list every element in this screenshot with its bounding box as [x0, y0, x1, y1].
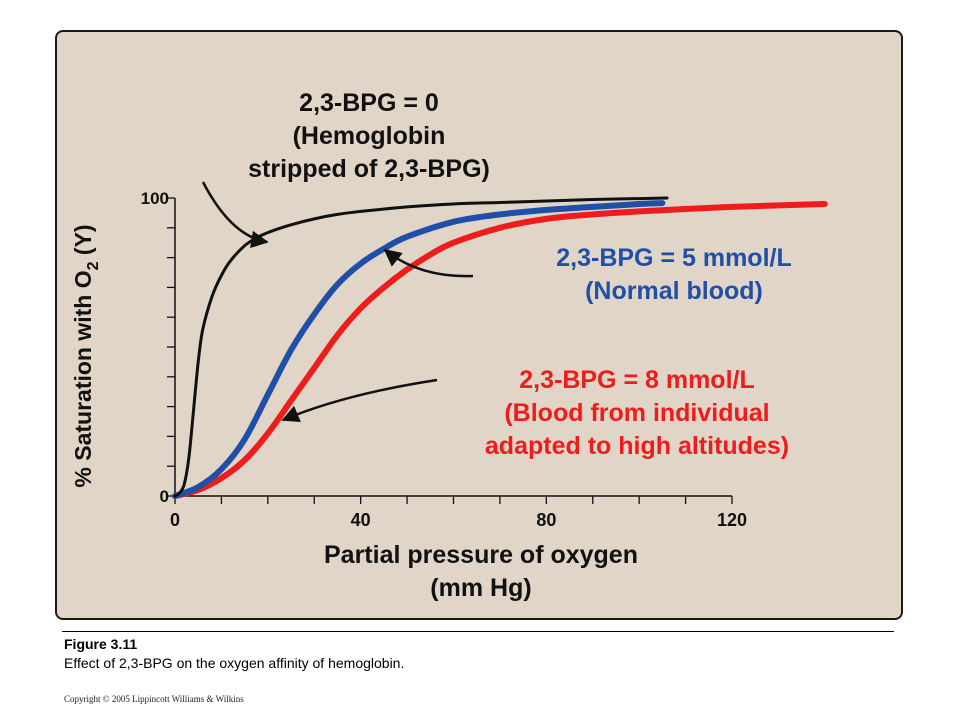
y-axis-title-tail: (Y): [70, 224, 96, 261]
annotation-bpg-8-line: adapted to high altitudes): [485, 432, 789, 460]
arrow-bpg-5: [383, 248, 474, 278]
y-axis-title: % Saturation with O2 (Y): [70, 224, 102, 487]
x-axis-title: Partial pressure of oxygen: [324, 541, 638, 569]
x-tick-label: 0: [170, 510, 180, 530]
annotation-bpg-5-line: (Normal blood): [585, 277, 763, 305]
figure-caption: Effect of 2,3-BPG on the oxygen affinity…: [64, 655, 405, 671]
y-tick-label: 0: [160, 487, 169, 506]
y-axis-title-main: % Saturation with O: [70, 270, 96, 487]
arrow-bpg-8: [281, 378, 438, 422]
y-axis-title-subscript: 2: [85, 261, 102, 270]
curve-bpg-8: [172, 201, 828, 499]
x-axis-title-unit: (mm Hg): [430, 574, 531, 602]
arrow-bpg-0: [201, 181, 269, 249]
annotation-bpg-0-line: (Hemoglobin: [293, 122, 446, 150]
chart-svg: 0 40 80 120 0 100 Partial pressure of oxygen (m…: [70, 89, 828, 602]
copyright-notice: Copyright © 2005 Lippincott Williams & W…: [64, 694, 244, 704]
annotation-bpg-0-line: stripped of 2,3-BPG): [248, 155, 490, 183]
annotation-bpg-0-line: 2,3-BPG = 0: [299, 89, 439, 117]
caption-divider: [62, 631, 894, 632]
x-tick-label: 40: [351, 510, 371, 530]
x-tick-label: 80: [536, 510, 556, 530]
x-tick-label: 120: [717, 510, 747, 530]
annotation-bpg-8-line: (Blood from individual: [504, 399, 769, 427]
annotation-bpg-5-line: 2,3-BPG = 5 mmol/L: [556, 244, 792, 272]
y-tick-label: 100: [141, 189, 169, 208]
figure-number: Figure 3.11: [64, 636, 138, 652]
annotation-bpg-8-line: 2,3-BPG = 8 mmol/L: [519, 366, 755, 394]
labels: 2,3-BPG = 0 (Hemoglobin stripped of 2,3-BP…: [201, 89, 792, 460]
curve-bpg-5: [172, 200, 666, 499]
axes: 0 40 80 120 0 100 Partial pressure of oxygen (m…: [70, 189, 747, 602]
figure-panel: [55, 30, 903, 620]
